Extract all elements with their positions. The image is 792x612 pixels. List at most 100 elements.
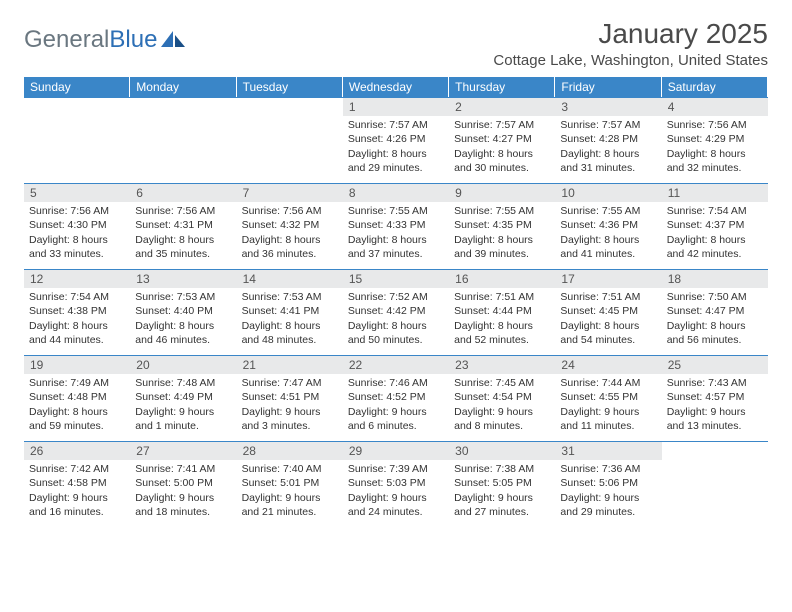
sunset-text: Sunset: 4:48 PM <box>29 390 125 404</box>
day-number: 9 <box>449 184 555 202</box>
calendar-grid: SundayMondayTuesdayWednesdayThursdayFrid… <box>24 77 768 527</box>
daylight-text: Daylight: 8 hours and 30 minutes. <box>454 147 550 175</box>
sunrise-text: Sunrise: 7:53 AM <box>242 290 338 304</box>
cell-body: Sunrise: 7:39 AMSunset: 5:03 PMDaylight:… <box>343 460 449 523</box>
calendar-cell: 14Sunrise: 7:53 AMSunset: 4:41 PMDayligh… <box>237 269 343 355</box>
cell-body: Sunrise: 7:57 AMSunset: 4:26 PMDaylight:… <box>343 116 449 179</box>
daylight-text: Daylight: 9 hours and 18 minutes. <box>135 491 231 519</box>
sunset-text: Sunset: 4:31 PM <box>135 218 231 232</box>
day-number: 11 <box>662 184 768 202</box>
daylight-text: Daylight: 9 hours and 16 minutes. <box>29 491 125 519</box>
cell-body: Sunrise: 7:55 AMSunset: 4:33 PMDaylight:… <box>343 202 449 265</box>
daylight-text: Daylight: 8 hours and 50 minutes. <box>348 319 444 347</box>
calendar-cell: 29Sunrise: 7:39 AMSunset: 5:03 PMDayligh… <box>343 441 449 527</box>
calendar-cell: 4Sunrise: 7:56 AMSunset: 4:29 PMDaylight… <box>662 97 768 183</box>
header-row: GeneralBlue January 2025 Cottage Lake, W… <box>24 18 768 75</box>
daylight-text: Daylight: 9 hours and 29 minutes. <box>560 491 656 519</box>
cell-body: Sunrise: 7:56 AMSunset: 4:30 PMDaylight:… <box>24 202 130 265</box>
sunrise-text: Sunrise: 7:36 AM <box>560 462 656 476</box>
cell-body: Sunrise: 7:56 AMSunset: 4:29 PMDaylight:… <box>662 116 768 179</box>
day-number: 21 <box>237 356 343 374</box>
day-number: 10 <box>555 184 661 202</box>
sunset-text: Sunset: 4:26 PM <box>348 132 444 146</box>
day-number: 18 <box>662 270 768 288</box>
day-header: Thursday <box>449 77 555 97</box>
daylight-text: Daylight: 8 hours and 37 minutes. <box>348 233 444 261</box>
day-number: 29 <box>343 442 449 460</box>
day-header: Sunday <box>24 77 130 97</box>
cell-body: Sunrise: 7:45 AMSunset: 4:54 PMDaylight:… <box>449 374 555 437</box>
sunrise-text: Sunrise: 7:50 AM <box>667 290 763 304</box>
sunset-text: Sunset: 4:44 PM <box>454 304 550 318</box>
cell-body: Sunrise: 7:36 AMSunset: 5:06 PMDaylight:… <box>555 460 661 523</box>
day-number: 13 <box>130 270 236 288</box>
calendar-cell <box>662 441 768 527</box>
sunset-text: Sunset: 4:52 PM <box>348 390 444 404</box>
day-number: 17 <box>555 270 661 288</box>
sunset-text: Sunset: 5:03 PM <box>348 476 444 490</box>
calendar-cell: 22Sunrise: 7:46 AMSunset: 4:52 PMDayligh… <box>343 355 449 441</box>
sunset-text: Sunset: 4:41 PM <box>242 304 338 318</box>
sunset-text: Sunset: 4:45 PM <box>560 304 656 318</box>
daylight-text: Daylight: 9 hours and 3 minutes. <box>242 405 338 433</box>
calendar-cell: 12Sunrise: 7:54 AMSunset: 4:38 PMDayligh… <box>24 269 130 355</box>
daylight-text: Daylight: 8 hours and 54 minutes. <box>560 319 656 347</box>
brand-sail-icon <box>159 29 187 51</box>
calendar-cell: 23Sunrise: 7:45 AMSunset: 4:54 PMDayligh… <box>449 355 555 441</box>
cell-body: Sunrise: 7:47 AMSunset: 4:51 PMDaylight:… <box>237 374 343 437</box>
sunrise-text: Sunrise: 7:56 AM <box>667 118 763 132</box>
daylight-text: Daylight: 9 hours and 13 minutes. <box>667 405 763 433</box>
sunset-text: Sunset: 4:42 PM <box>348 304 444 318</box>
day-number: 23 <box>449 356 555 374</box>
sunrise-text: Sunrise: 7:57 AM <box>560 118 656 132</box>
calendar-cell: 10Sunrise: 7:55 AMSunset: 4:36 PMDayligh… <box>555 183 661 269</box>
cell-body: Sunrise: 7:46 AMSunset: 4:52 PMDaylight:… <box>343 374 449 437</box>
brand-text-b: Blue <box>109 26 157 53</box>
daylight-text: Daylight: 9 hours and 21 minutes. <box>242 491 338 519</box>
day-number: 24 <box>555 356 661 374</box>
day-number: 25 <box>662 356 768 374</box>
daylight-text: Daylight: 8 hours and 59 minutes. <box>29 405 125 433</box>
calendar-cell <box>24 97 130 183</box>
calendar-cell: 24Sunrise: 7:44 AMSunset: 4:55 PMDayligh… <box>555 355 661 441</box>
sunset-text: Sunset: 4:28 PM <box>560 132 656 146</box>
sunset-text: Sunset: 4:30 PM <box>29 218 125 232</box>
sunrise-text: Sunrise: 7:39 AM <box>348 462 444 476</box>
daylight-text: Daylight: 8 hours and 42 minutes. <box>667 233 763 261</box>
day-header: Friday <box>555 77 661 97</box>
calendar-cell: 27Sunrise: 7:41 AMSunset: 5:00 PMDayligh… <box>130 441 236 527</box>
sunrise-text: Sunrise: 7:56 AM <box>242 204 338 218</box>
daylight-text: Daylight: 8 hours and 44 minutes. <box>29 319 125 347</box>
day-header: Saturday <box>662 77 768 97</box>
sunset-text: Sunset: 4:55 PM <box>560 390 656 404</box>
calendar-cell: 16Sunrise: 7:51 AMSunset: 4:44 PMDayligh… <box>449 269 555 355</box>
sunset-text: Sunset: 4:51 PM <box>242 390 338 404</box>
daylight-text: Daylight: 8 hours and 52 minutes. <box>454 319 550 347</box>
sunrise-text: Sunrise: 7:54 AM <box>29 290 125 304</box>
calendar-cell: 11Sunrise: 7:54 AMSunset: 4:37 PMDayligh… <box>662 183 768 269</box>
day-number: 28 <box>237 442 343 460</box>
day-number: 12 <box>24 270 130 288</box>
sunset-text: Sunset: 4:54 PM <box>454 390 550 404</box>
cell-body: Sunrise: 7:56 AMSunset: 4:32 PMDaylight:… <box>237 202 343 265</box>
cell-body: Sunrise: 7:57 AMSunset: 4:28 PMDaylight:… <box>555 116 661 179</box>
daylight-text: Daylight: 9 hours and 27 minutes. <box>454 491 550 519</box>
sunset-text: Sunset: 4:47 PM <box>667 304 763 318</box>
cell-body: Sunrise: 7:54 AMSunset: 4:38 PMDaylight:… <box>24 288 130 351</box>
calendar-cell: 6Sunrise: 7:56 AMSunset: 4:31 PMDaylight… <box>130 183 236 269</box>
daylight-text: Daylight: 8 hours and 29 minutes. <box>348 147 444 175</box>
calendar-cell: 26Sunrise: 7:42 AMSunset: 4:58 PMDayligh… <box>24 441 130 527</box>
daylight-text: Daylight: 8 hours and 41 minutes. <box>560 233 656 261</box>
title-block: January 2025 Cottage Lake, Washington, U… <box>493 18 768 75</box>
sunset-text: Sunset: 4:33 PM <box>348 218 444 232</box>
month-title: January 2025 <box>493 18 768 50</box>
sunset-text: Sunset: 4:58 PM <box>29 476 125 490</box>
sunset-text: Sunset: 4:32 PM <box>242 218 338 232</box>
calendar-cell: 3Sunrise: 7:57 AMSunset: 4:28 PMDaylight… <box>555 97 661 183</box>
sunset-text: Sunset: 5:05 PM <box>454 476 550 490</box>
cell-body: Sunrise: 7:55 AMSunset: 4:35 PMDaylight:… <box>449 202 555 265</box>
day-number: 30 <box>449 442 555 460</box>
sunset-text: Sunset: 4:35 PM <box>454 218 550 232</box>
calendar-cell: 17Sunrise: 7:51 AMSunset: 4:45 PMDayligh… <box>555 269 661 355</box>
day-number: 14 <box>237 270 343 288</box>
